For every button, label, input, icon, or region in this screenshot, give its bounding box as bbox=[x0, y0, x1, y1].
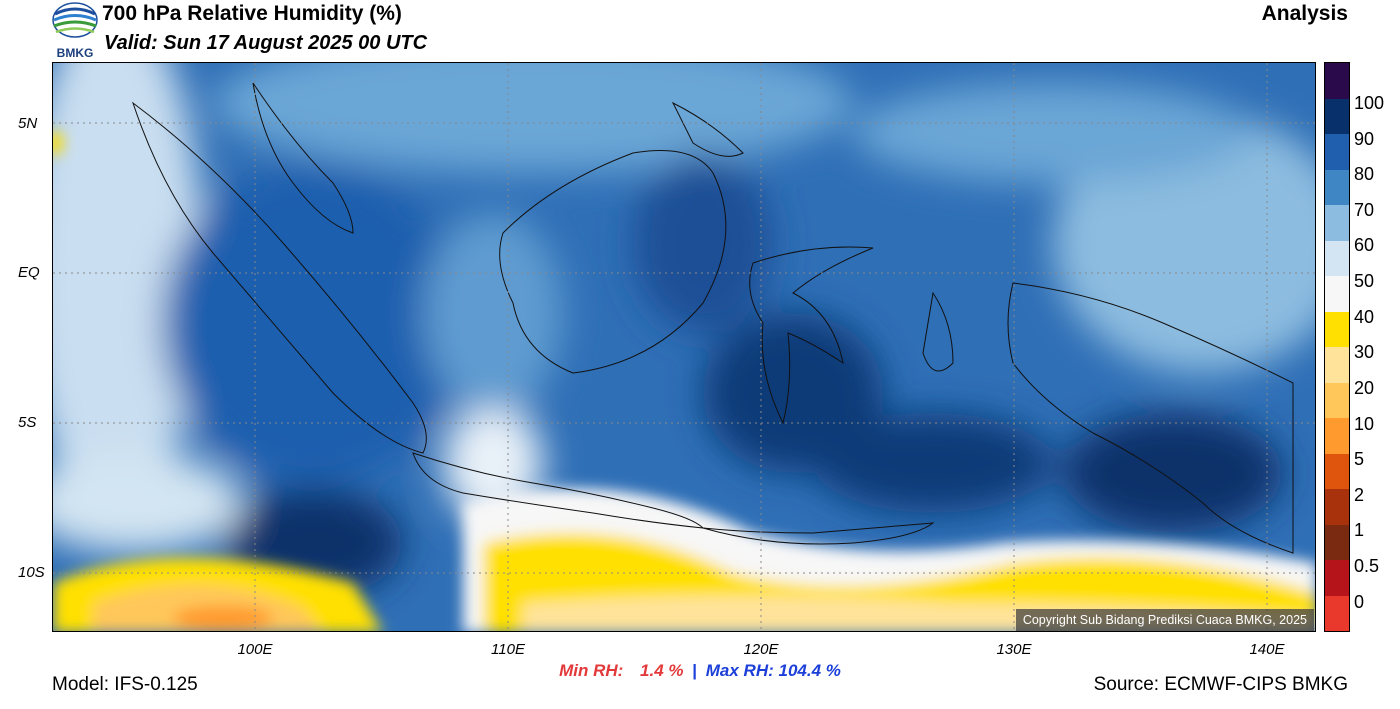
colorbar-segment bbox=[1325, 382, 1349, 418]
graticule bbox=[53, 63, 1315, 631]
coast-malay-peninsula bbox=[252, 82, 354, 234]
coast-nusa-tenggara bbox=[702, 522, 935, 545]
lat-label-10s: 10S bbox=[18, 564, 45, 581]
lon-label-110e: 110E bbox=[491, 641, 525, 658]
bmkg-logo: BMKG bbox=[52, 2, 98, 60]
colorbar-label: 20 bbox=[1354, 377, 1375, 398]
rh-zone-northeast-light bbox=[853, 83, 1253, 183]
colorbar-segment bbox=[1325, 63, 1349, 99]
lon-label-130e: 130E bbox=[996, 641, 1032, 658]
rh-zone-north-light bbox=[213, 63, 853, 173]
rh-zone-banda-dark bbox=[813, 413, 1053, 513]
colorbar-segment bbox=[1325, 311, 1349, 347]
lon-label-140e: 140E bbox=[1249, 641, 1285, 658]
lat-label-5n: 5N bbox=[18, 115, 38, 132]
colorbar-segment bbox=[1325, 169, 1349, 205]
max-rh-label: Max RH: bbox=[705, 661, 774, 680]
colorbar-segment bbox=[1325, 276, 1349, 312]
colorbar-label: 0.5 bbox=[1354, 556, 1380, 577]
copyright-notice: Copyright Sub Bidang Prediksi Cuaca BMKG… bbox=[1015, 609, 1314, 631]
coast-philippines-south bbox=[671, 101, 744, 157]
logo-text: BMKG bbox=[57, 46, 94, 60]
lon-label-100e: 100E bbox=[237, 641, 273, 658]
rh-zone-far-southwest bbox=[173, 606, 273, 630]
max-rh-value: 104.4 % bbox=[778, 661, 841, 680]
rh-zone-sumatra bbox=[163, 163, 463, 483]
colorbar-label: 70 bbox=[1354, 199, 1375, 220]
lat-label-eq: EQ bbox=[18, 264, 40, 281]
colorbar bbox=[1324, 62, 1350, 632]
model-label: Model: IFS-0.125 bbox=[52, 674, 198, 695]
rh-zone-arafura-dark bbox=[1063, 413, 1283, 533]
rh-stats: Min RH: 1.4 % | Max RH: 104.4 % bbox=[0, 661, 1400, 681]
valid-time: Valid: Sun 17 August 2025 00 UTC bbox=[104, 32, 428, 54]
rh-zone-west-pale bbox=[53, 63, 203, 523]
min-rh-label: Min RH: bbox=[559, 661, 624, 680]
colorbar-segment bbox=[1325, 347, 1349, 383]
colorbar-label: 60 bbox=[1354, 235, 1375, 256]
colorbar-label: 80 bbox=[1354, 164, 1375, 185]
colorbar-segment bbox=[1325, 205, 1349, 241]
coast-borneo bbox=[499, 150, 727, 374]
coast-halmahera bbox=[922, 291, 954, 372]
coast-sulawesi bbox=[749, 246, 874, 425]
map-panel bbox=[52, 62, 1316, 632]
map-title: 700 hPa Relative Humidity (%) bbox=[102, 2, 402, 25]
colorbar-segment bbox=[1325, 98, 1349, 134]
colorbar-label: 2 bbox=[1354, 484, 1365, 505]
humidity-map bbox=[53, 63, 1315, 631]
coast-new-guinea bbox=[1007, 282, 1294, 554]
colorbar-label: 5 bbox=[1354, 449, 1365, 470]
colorbar-segment bbox=[1325, 134, 1349, 170]
colorbar-segment bbox=[1325, 418, 1349, 454]
colorbar-segment bbox=[1325, 524, 1349, 560]
colorbar-segment bbox=[1325, 595, 1349, 631]
min-rh-value: 1.4 % bbox=[640, 661, 684, 680]
run-type-label: Analysis bbox=[1261, 2, 1348, 25]
coastlines bbox=[132, 82, 1294, 554]
colorbar-label: 90 bbox=[1354, 128, 1375, 149]
source-label: Source: ECMWF-CIPS BMKG bbox=[1093, 674, 1348, 695]
rh-zone-borneo-dark bbox=[633, 153, 773, 333]
colorbar-segment bbox=[1325, 453, 1349, 489]
colorbar-label: 1 bbox=[1354, 520, 1365, 541]
colorbar-segment bbox=[1325, 560, 1349, 596]
colorbar-label: 50 bbox=[1354, 271, 1375, 292]
rh-zone-mid-light bbox=[423, 213, 563, 413]
colorbar-label: 100 bbox=[1354, 92, 1385, 113]
coast-sumatra bbox=[132, 101, 427, 454]
colorbar-label: 40 bbox=[1354, 306, 1375, 327]
rh-zone-southwest-pale bbox=[53, 453, 243, 553]
lat-label-5s: 5S bbox=[18, 414, 37, 431]
colorbar-label: 10 bbox=[1354, 413, 1375, 434]
colorbar-segment bbox=[1325, 489, 1349, 525]
colorbar-segment bbox=[1325, 240, 1349, 276]
colorbar-label: 30 bbox=[1354, 342, 1375, 363]
rh-zone-northwest-yellow bbox=[53, 131, 63, 155]
lon-label-120e: 120E bbox=[743, 641, 779, 658]
stats-separator: | bbox=[692, 661, 698, 680]
colorbar-label: 0 bbox=[1354, 591, 1365, 612]
